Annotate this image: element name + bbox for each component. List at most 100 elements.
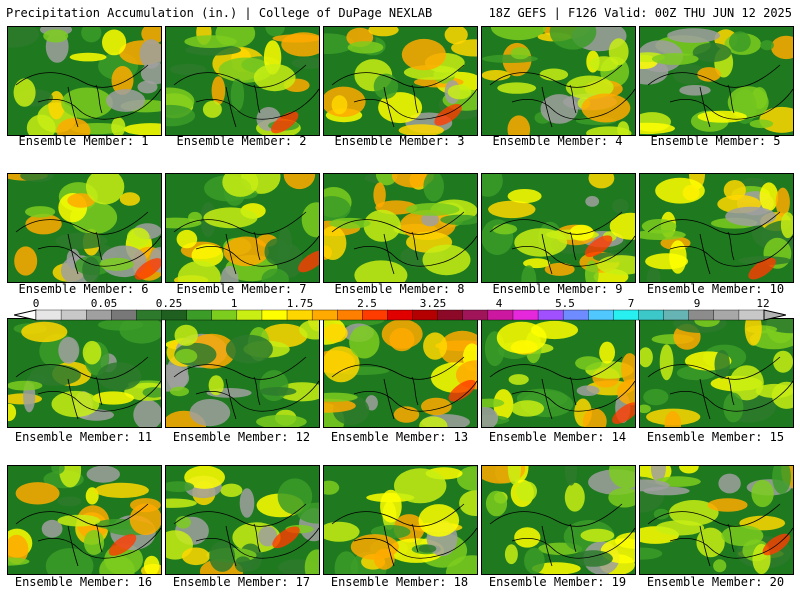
member-map-4 — [481, 26, 636, 136]
great-lakes-outline — [173, 503, 319, 567]
great-lakes-outline — [331, 64, 477, 128]
great-lakes-outline — [489, 211, 635, 275]
scale-bin — [387, 309, 414, 321]
great-lakes-outline — [15, 64, 161, 128]
great-lakes-outline — [331, 211, 477, 275]
scale-tick-label: 5.5 — [555, 297, 575, 310]
great-lakes-outline — [15, 503, 161, 567]
color-scale-bar — [14, 309, 786, 321]
member-label: Ensemble Member: 15 — [646, 430, 785, 444]
great-lakes-outline — [647, 211, 793, 275]
scale-tick-label: 4 — [495, 297, 503, 310]
scale-bin — [211, 309, 238, 321]
member-map-5 — [639, 26, 794, 136]
scale-bin — [236, 309, 263, 321]
member-label: Ensemble Member: 13 — [330, 430, 469, 444]
scale-bin — [638, 309, 665, 321]
member-label: Ensemble Member: 8 — [334, 282, 465, 296]
scale-tick-label: 0.05 — [90, 297, 118, 310]
member-map-10 — [639, 173, 794, 283]
scale-tick-label: 2.5 — [357, 297, 377, 310]
great-lakes-outline — [173, 211, 319, 275]
great-lakes-outline — [15, 356, 161, 420]
scale-bin — [111, 309, 137, 321]
member-label: Ensemble Member: 2 — [176, 134, 307, 148]
scale-bin — [713, 309, 740, 321]
scale-tick-label: 1.75 — [286, 297, 314, 310]
scale-tick-label: 0.25 — [155, 297, 183, 310]
scale-bin — [362, 309, 388, 321]
member-map-16 — [7, 465, 162, 575]
scale-bin — [161, 309, 188, 321]
scale-bin — [136, 309, 163, 321]
member-map-13 — [323, 318, 478, 428]
scale-bin — [412, 309, 439, 321]
great-lakes-outline — [173, 64, 319, 128]
member-label: Ensemble Member: 14 — [488, 430, 627, 444]
great-lakes-outline — [647, 356, 793, 420]
scale-bin — [537, 309, 564, 321]
member-map-1 — [7, 26, 162, 136]
scale-bin — [311, 309, 338, 321]
member-label: Ensemble Member: 10 — [646, 282, 785, 296]
member-label: Ensemble Member: 12 — [172, 430, 311, 444]
member-map-15 — [639, 318, 794, 428]
member-map-3 — [323, 26, 478, 136]
member-label: Ensemble Member: 7 — [176, 282, 307, 296]
great-lakes-outline — [489, 503, 635, 567]
scale-tick-label: 9 — [693, 297, 701, 310]
member-map-17 — [165, 465, 320, 575]
member-map-20 — [639, 465, 794, 575]
member-label: Ensemble Member: 17 — [172, 575, 311, 589]
scale-tick-label: 0 — [32, 297, 40, 310]
member-label: Ensemble Member: 6 — [18, 282, 149, 296]
scale-bin — [60, 309, 87, 321]
scale-bin — [613, 309, 639, 321]
great-lakes-outline — [647, 64, 793, 128]
member-label: Ensemble Member: 16 — [14, 575, 153, 589]
great-lakes-outline — [489, 64, 635, 128]
member-map-11 — [7, 318, 162, 428]
scale-max-arrow — [763, 309, 786, 321]
member-label: Ensemble Member: 18 — [330, 575, 469, 589]
member-map-7 — [165, 173, 320, 283]
scale-bin — [562, 309, 589, 321]
great-lakes-outline — [331, 503, 477, 567]
scale-bin — [86, 309, 112, 321]
member-map-19 — [481, 465, 636, 575]
great-lakes-outline — [15, 211, 161, 275]
scale-bin — [286, 309, 313, 321]
great-lakes-outline — [647, 503, 793, 567]
scale-bin — [337, 309, 363, 321]
scale-bin — [186, 309, 213, 321]
run-info: 18Z GEFS | F126 Valid: 00Z THU JUN 12 20… — [488, 6, 792, 20]
scale-tick-label: 7 — [627, 297, 635, 310]
member-map-2 — [165, 26, 320, 136]
member-label: Ensemble Member: 1 — [18, 134, 149, 148]
scale-bin — [588, 309, 614, 321]
member-label: Ensemble Member: 20 — [646, 575, 785, 589]
member-map-12 — [165, 318, 320, 428]
member-label: Ensemble Member: 11 — [14, 430, 153, 444]
member-label: Ensemble Member: 3 — [334, 134, 465, 148]
scale-min-arrow — [14, 309, 37, 321]
scale-bin — [738, 309, 765, 321]
member-map-14 — [481, 318, 636, 428]
member-map-6 — [7, 173, 162, 283]
scale-bin — [663, 309, 690, 321]
member-label: Ensemble Member: 9 — [492, 282, 623, 296]
scale-bin — [261, 309, 288, 321]
member-label: Ensemble Member: 4 — [492, 134, 623, 148]
scale-tick-label: 12 — [756, 297, 770, 310]
member-map-18 — [323, 465, 478, 575]
great-lakes-outline — [173, 356, 319, 420]
member-label: Ensemble Member: 19 — [488, 575, 627, 589]
scale-tick-label: 1 — [230, 297, 238, 310]
scale-bin — [487, 309, 514, 321]
scale-bin — [35, 309, 62, 321]
scale-bin — [437, 309, 464, 321]
page-title: Precipitation Accumulation (in.) | Colle… — [6, 6, 433, 20]
member-label: Ensemble Member: 5 — [650, 134, 781, 148]
great-lakes-outline — [331, 356, 477, 420]
member-map-9 — [481, 173, 636, 283]
